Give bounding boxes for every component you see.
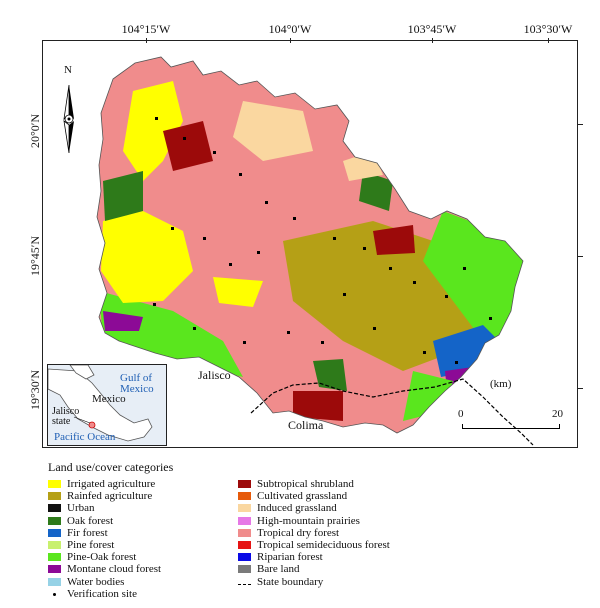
tick [548, 38, 549, 43]
legend-item: Tropical dry forest [238, 527, 390, 539]
legend-swatch [238, 492, 251, 501]
legend-item: Urban [48, 502, 161, 514]
legend-swatch [48, 504, 61, 513]
legend-item: State boundary [238, 576, 390, 588]
longitude-label: 103°30′W [523, 22, 573, 36]
legend-swatch [238, 504, 251, 513]
legend-item: Subtropical shrubland [238, 478, 390, 490]
state-boundary [250, 378, 534, 446]
legend-item: Riparian forest [238, 551, 390, 563]
map-frame [42, 40, 578, 448]
inset-gulf-label: Gulf of Mexico [120, 372, 154, 395]
tick [578, 256, 583, 257]
tick [290, 38, 291, 43]
inset-jalisco-label: Jalisco state [52, 406, 80, 427]
legend-title: Land use/cover categories [48, 460, 174, 474]
place-label-colima: Colima [288, 418, 324, 432]
legend-item: Rainfed agriculture [48, 490, 161, 502]
legend-item: Oak forest [48, 515, 161, 527]
place-label-jalisco: Jalisco [198, 368, 231, 382]
tick [432, 38, 433, 43]
longitude-label: 103°45′W [407, 22, 457, 36]
legend-swatch [48, 565, 61, 574]
inset-map: Gulf of Mexico Mexico Jalisco state Paci… [47, 364, 167, 446]
legend-item: Tropical semideciduous forest [238, 539, 390, 551]
legend-item: Pine-Oak forest [48, 551, 161, 563]
legend-item: Bare land [238, 563, 390, 575]
verification-sites [153, 117, 492, 364]
verification-dot-icon [48, 590, 61, 598]
longitude-label: 104°15′W [121, 22, 171, 36]
tick [578, 388, 583, 389]
legend-item: High-mountain prairies [238, 515, 390, 527]
legend-item: Cultivated grassland [238, 490, 390, 502]
legend-swatch [238, 541, 251, 550]
north-label: N [64, 64, 72, 76]
scale-unit: (km) [490, 378, 512, 390]
inset-mexico-label: Mexico [92, 393, 126, 405]
legend-swatch [238, 516, 251, 525]
legend-swatch [48, 528, 61, 537]
inset-land [48, 365, 153, 442]
land-cover-map [63, 56, 534, 446]
latitude-label: 19°45′N [28, 235, 42, 276]
study-area-outline [96, 56, 524, 434]
scale-zero: 0 [458, 408, 464, 420]
legend-swatch [48, 516, 61, 525]
legend-item: Pine forest [48, 539, 161, 551]
legend-swatch [238, 528, 251, 537]
tick [578, 124, 583, 125]
latitude-label: 19°30′N [28, 369, 42, 410]
legend-item: Induced grassland [238, 502, 390, 514]
legend-swatch [48, 541, 61, 550]
scale-bar [462, 424, 560, 429]
legend-swatch [48, 577, 61, 586]
legend-swatch [238, 553, 251, 562]
legend-swatch [48, 553, 61, 562]
legend-column-1: Irrigated agriculture Rainfed agricultur… [48, 478, 161, 600]
legend-swatch [48, 492, 61, 501]
legend-item: Irrigated agriculture [48, 478, 161, 490]
longitude-label: 104°0′W [268, 22, 312, 36]
latitude-label: 20°0′N [28, 113, 42, 148]
legend-swatch [238, 480, 251, 489]
legend-swatch [48, 480, 61, 489]
inset-pacific-label: Pacific Ocean [54, 431, 116, 443]
dashed-line-icon [238, 579, 251, 585]
tick [146, 38, 147, 43]
north-arrow [63, 84, 74, 154]
legend-item: Fir forest [48, 527, 161, 539]
legend-item: Verification site [48, 588, 161, 600]
scale-max: 20 [552, 408, 563, 420]
legend-item: Water bodies [48, 576, 161, 588]
legend-item: Montane cloud forest [48, 563, 161, 575]
legend-column-2: Subtropical shrubland Cultivated grassla… [238, 478, 390, 588]
legend-swatch [238, 565, 251, 574]
